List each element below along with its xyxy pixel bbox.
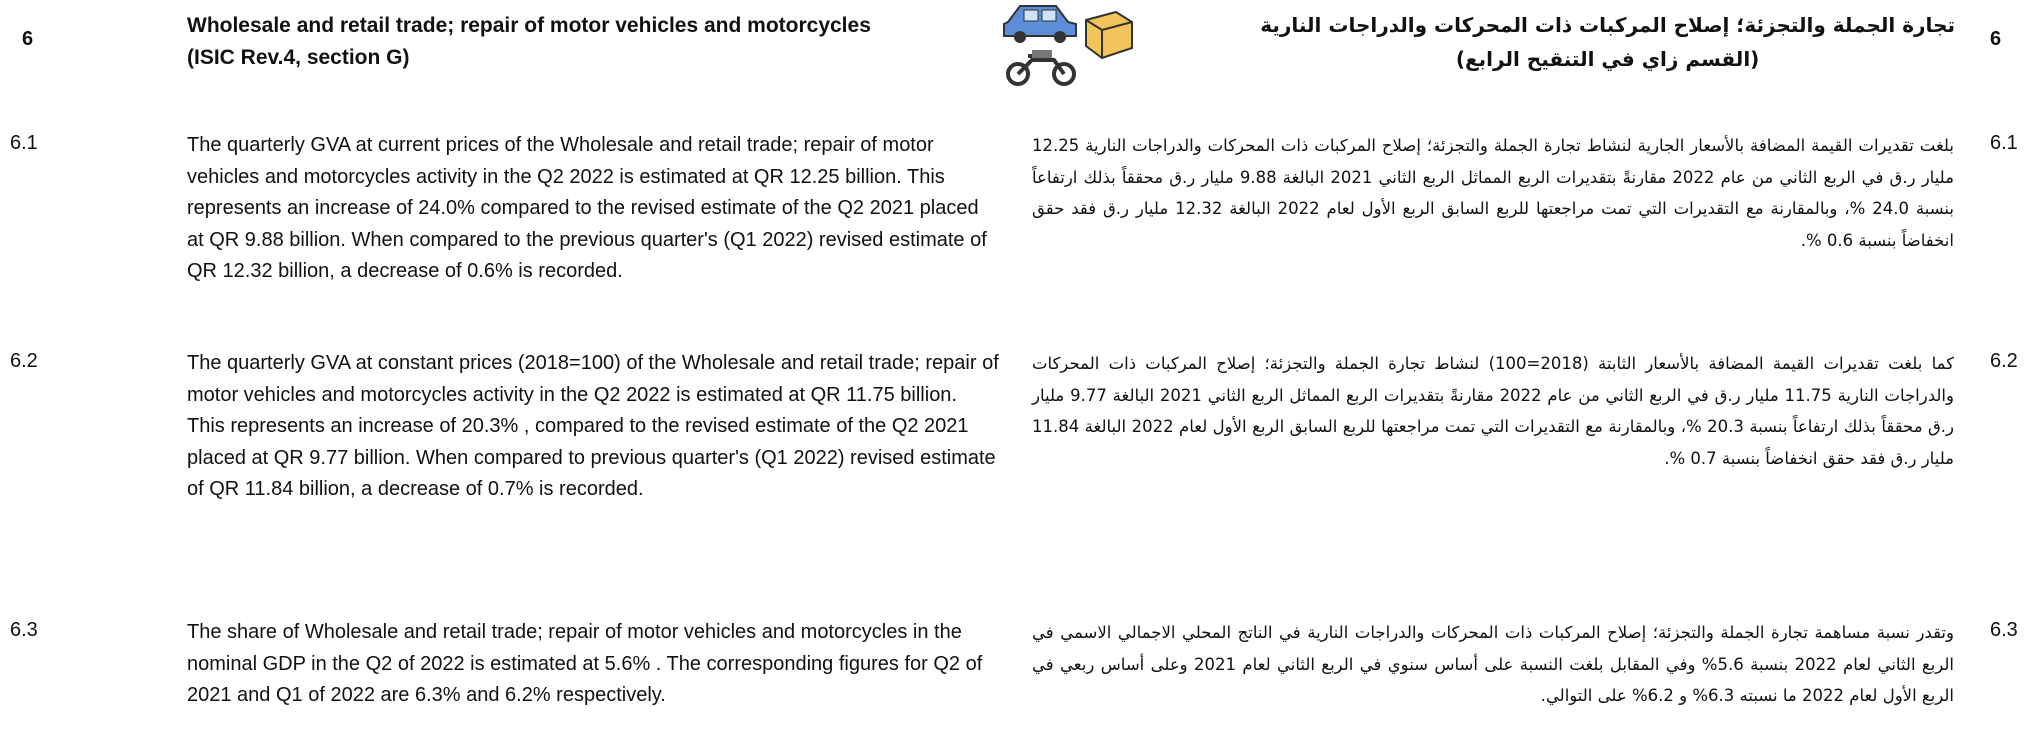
- heading-en: Wholesale and retail trade; repair of mo…: [187, 10, 871, 74]
- heading-line: Wholesale and retail trade; repair of mo…: [187, 10, 871, 42]
- paragraph-number: 6.3: [1990, 619, 2018, 642]
- heading-line: (ISIC Rev.4, section G): [187, 42, 871, 74]
- heading-line: تجارة الجملة والتجزئة؛ إصلاح المركبات ذا…: [1260, 8, 1955, 42]
- paragraph-en: The share of Wholesale and retail trade;…: [187, 617, 999, 712]
- heading-line: (القسم زاي في التنقيح الرابع): [1260, 42, 1955, 76]
- paragraph-number: 6.1: [1990, 132, 2018, 155]
- paragraph-number: 6.3: [10, 619, 38, 642]
- page: 6 Wholesale and retail trade; repair of …: [0, 0, 2027, 742]
- paragraph-en: The quarterly GVA at current prices of t…: [187, 130, 999, 288]
- paragraph-number: 6.2: [1990, 350, 2018, 373]
- section-number: 6: [1990, 28, 2001, 51]
- paragraph-en: The quarterly GVA at constant prices (20…: [187, 348, 999, 506]
- paragraph-ar: بلغت تقديرات القيمة المضافة بالأسعار الج…: [1032, 130, 1954, 256]
- paragraph-ar: كما بلغت تقديرات القيمة المضافة بالأسعار…: [1032, 348, 1954, 474]
- icon: [998, 0, 1138, 90]
- paragraph-number: 6.1: [10, 132, 38, 155]
- paragraph-ar: وتقدر نسبة مساهمة تجارة الجملة والتجزئة؛…: [1032, 617, 1954, 712]
- paragraph-number: 6.2: [10, 350, 38, 373]
- heading-ar: تجارة الجملة والتجزئة؛ إصلاح المركبات ذا…: [1260, 8, 1955, 76]
- section-number: 6: [22, 28, 33, 51]
